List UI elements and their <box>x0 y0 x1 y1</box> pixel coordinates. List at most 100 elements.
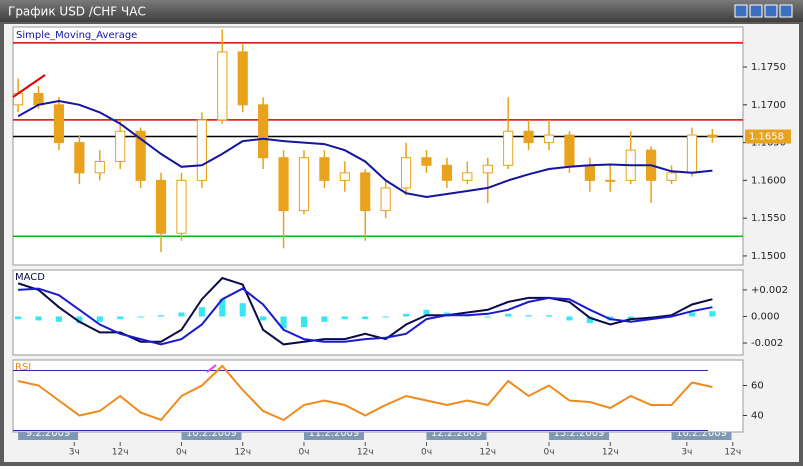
sma-line <box>17 99 713 199</box>
histogram-bar <box>321 316 328 322</box>
plot: 1.15001.15501.16001.16501.17001.1750Simp… <box>12 26 791 458</box>
last-price-label: 1.1658 <box>749 132 784 143</box>
histogram-bar <box>280 316 287 329</box>
date-label: 9.2.2009 <box>26 428 71 439</box>
candle-body <box>33 92 44 106</box>
window-title: График USD /CHF ЧАС <box>8 5 146 19</box>
candle-body <box>523 130 534 144</box>
histogram-bar <box>260 316 267 321</box>
y-tick-label: 60 <box>751 381 764 392</box>
panel <box>12 269 744 356</box>
minimize-button[interactable] <box>749 4 763 18</box>
candle-body <box>319 157 330 181</box>
candle-body <box>666 172 677 181</box>
indicator-label: MACD <box>15 272 45 283</box>
histogram-bar <box>709 311 716 317</box>
candle-body <box>74 142 85 174</box>
histogram-bar <box>239 303 246 317</box>
y-tick-label: 1.1550 <box>751 213 786 224</box>
maximize-button[interactable] <box>764 4 778 18</box>
last-price-box <box>745 129 791 144</box>
candle-body <box>360 172 371 212</box>
x-tick-label: 12ч <box>357 448 374 458</box>
candle-body <box>53 104 65 144</box>
x-tick-label: 0ч <box>421 448 432 458</box>
candle-body <box>421 157 432 166</box>
y-tick-label: 1.1600 <box>751 175 786 186</box>
help-button[interactable] <box>734 4 748 18</box>
histogram-bar <box>15 316 22 320</box>
x-tick-label: 0ч <box>543 448 554 458</box>
histogram-bar <box>137 316 144 318</box>
x-tick-label: 3ч <box>681 448 692 458</box>
histogram-bar <box>423 309 430 317</box>
candle-body <box>339 172 350 181</box>
candle-body <box>605 179 616 182</box>
histogram-bar <box>178 312 185 317</box>
x-tick-label: 0ч <box>298 448 309 458</box>
candle-body <box>482 164 493 174</box>
histogram-bar <box>525 315 532 317</box>
candle-body <box>258 104 269 159</box>
candle-body <box>298 157 310 212</box>
date-label: 16.2.2009 <box>676 428 727 439</box>
y-tick-label: 1.1500 <box>751 251 786 262</box>
trend-line <box>12 74 46 98</box>
histogram-bar <box>566 316 573 321</box>
y-tick-label: 1.1700 <box>751 100 786 111</box>
histogram-bar <box>341 316 348 320</box>
histogram-bar <box>300 316 308 328</box>
histogram-bar <box>484 316 491 318</box>
macd-line <box>17 276 713 346</box>
histogram-bar <box>545 315 553 317</box>
candle-body <box>564 134 575 166</box>
candle-body <box>155 179 167 234</box>
candle-body <box>462 172 473 181</box>
histogram-bar <box>688 312 696 317</box>
x-tick-label: 12ч <box>112 448 129 458</box>
y-tick-label: -0.002 <box>751 338 783 349</box>
y-tick-label: +0.002 <box>751 285 788 296</box>
candle-body <box>707 134 718 138</box>
candle-body <box>400 157 412 189</box>
histogram-bar <box>96 316 103 322</box>
title-bar <box>0 0 803 22</box>
histogram-bar <box>76 316 83 324</box>
close-button[interactable] <box>779 4 793 18</box>
window-buttons[interactable] <box>734 4 793 18</box>
candle-body <box>441 164 453 181</box>
indicator-label: RSI <box>15 362 31 373</box>
y-tick-label: 1.1750 <box>751 62 786 73</box>
histogram-bar <box>157 315 165 317</box>
date-label: 13.2.2009 <box>554 428 605 439</box>
histogram-bar <box>55 316 63 322</box>
x-tick-label: 0ч <box>176 448 187 458</box>
y-tick-label: 40 <box>751 411 764 422</box>
date-label: 10.2.2009 <box>186 428 237 439</box>
candle-body <box>278 157 289 212</box>
candle-body <box>94 160 105 174</box>
x-tick-label: 12ч <box>234 448 251 458</box>
indicator-label: Simple_Moving_Average <box>16 30 137 41</box>
macd-line <box>18 287 713 346</box>
candle-body <box>584 164 595 181</box>
histogram-bar <box>362 316 369 320</box>
trend-line <box>206 364 217 373</box>
histogram-bar <box>403 313 410 317</box>
histogram-bar <box>627 316 634 320</box>
date-label: 12.2.2009 <box>431 428 482 439</box>
x-tick-label: 12ч <box>602 448 619 458</box>
rsi-line <box>17 364 713 422</box>
candle-body <box>176 179 187 234</box>
histogram-bar <box>117 316 124 320</box>
candle-body <box>686 134 698 174</box>
histogram-bar <box>198 307 205 317</box>
x-tick-label: 12ч <box>479 448 496 458</box>
date-label: 11.2.2009 <box>309 428 360 439</box>
histogram-bar <box>382 316 389 318</box>
histogram-bar <box>505 313 512 317</box>
candle-body <box>503 130 514 166</box>
candle-body <box>196 119 207 181</box>
histogram-bar <box>35 316 42 321</box>
